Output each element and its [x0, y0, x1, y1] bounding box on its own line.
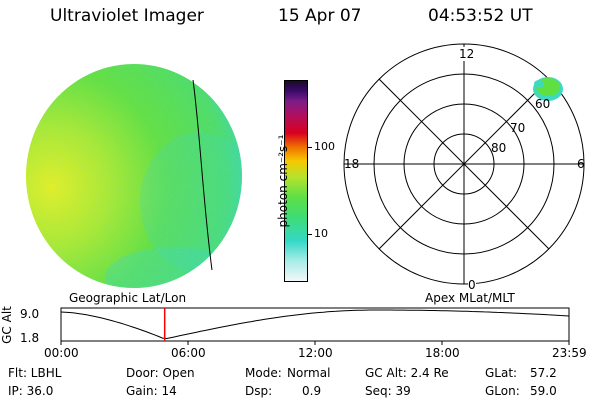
- colorbar-tick: [307, 147, 312, 148]
- time-label: 04:53:52 UT: [428, 6, 533, 26]
- mlt-label-12: 12: [458, 47, 476, 61]
- door-info: Door: Open: [126, 366, 195, 380]
- aurora-patch: [533, 77, 563, 101]
- terminator-line: [192, 79, 213, 271]
- timeline-x-tick: 06:00: [171, 346, 206, 360]
- timeline-plot: [60, 307, 570, 345]
- geographic-image: [26, 64, 242, 288]
- dsp-value: 0.9: [302, 384, 322, 398]
- mode-label: Mode:: [245, 366, 282, 380]
- mlt-label-6: 6: [577, 157, 585, 171]
- timeline-left-title: Geographic Lat/Lon: [69, 291, 187, 305]
- glat-value: 57.2: [530, 366, 557, 380]
- glon-value: 59.0: [530, 384, 557, 398]
- filter-info: Flt: LBHL: [8, 366, 62, 380]
- mlat-label-80: 80: [491, 141, 507, 155]
- colorbar-tick: [307, 234, 312, 235]
- timeline-right-title: Apex MLat/MLT: [425, 291, 515, 305]
- colorbar-tick-label: 100: [314, 140, 335, 153]
- mode-value: Normal: [287, 366, 331, 380]
- mlat-label-70: 70: [510, 121, 526, 135]
- glat-label: GLat:: [485, 366, 518, 380]
- mlt-label-18: 18: [344, 157, 360, 171]
- polar-diagonal: [378, 78, 550, 250]
- colorbar: [284, 80, 308, 282]
- timeline-x-tick: 12:00: [298, 346, 333, 360]
- mlat-label-60: 60: [535, 97, 551, 111]
- orbit-altitude-curve: [60, 309, 570, 340]
- gc-alt-info: GC Alt: 2.4 Re: [365, 366, 449, 380]
- ip-info: IP: 36.0: [8, 384, 54, 398]
- timeline-x-tick: 23:59: [552, 346, 587, 360]
- glon-label: GLon:: [485, 384, 520, 398]
- timeline-y-tick: 9.0: [20, 307, 40, 321]
- polar-plot: [343, 43, 585, 285]
- timeline-y-tick: 1.8: [20, 331, 40, 345]
- timeline-x-tick: 00:00: [44, 346, 79, 360]
- colorbar-tick-label: 10: [314, 227, 328, 240]
- seq-info: Seq: 39: [365, 384, 411, 398]
- instrument-title: Ultraviolet Imager: [50, 6, 204, 26]
- mlt-label-0: 0: [468, 278, 476, 292]
- gain-info: Gain: 14: [126, 384, 177, 398]
- date-label: 15 Apr 07: [278, 6, 362, 26]
- dsp-label: Dsp:: [245, 384, 273, 398]
- colorbar-unit-label: photon cm⁻²s⁻¹: [276, 134, 290, 228]
- timeline-x-tick: 18:00: [425, 346, 460, 360]
